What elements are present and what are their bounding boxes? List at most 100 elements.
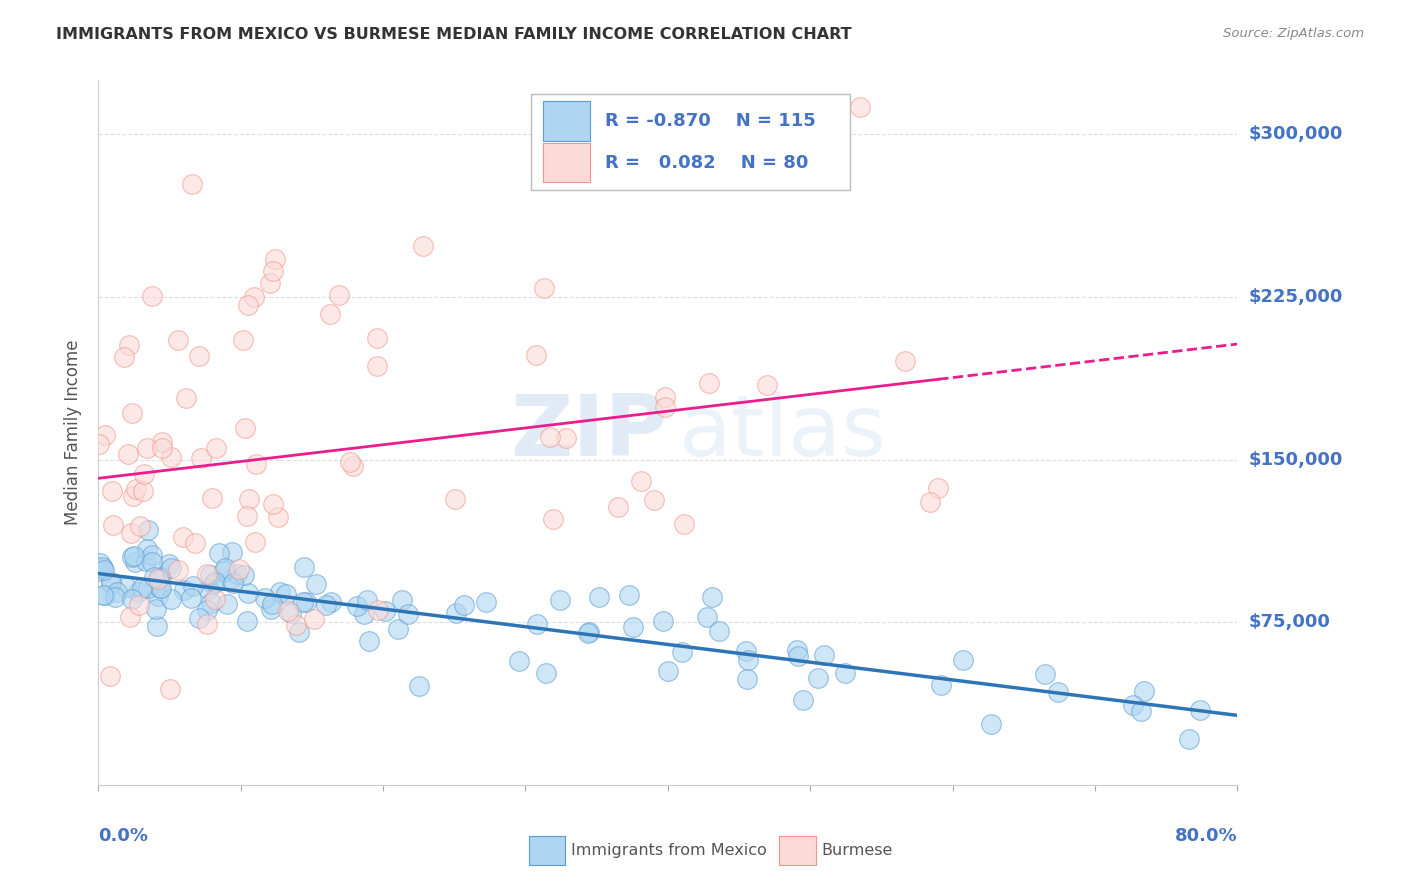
Point: [734, 644, 756, 658]
Point: [526, 616, 548, 631]
Point: [755, 377, 778, 392]
Point: [700, 590, 723, 604]
Point: [145, 602, 167, 616]
Point: [1046, 685, 1069, 699]
Point: [150, 441, 173, 455]
Point: [117, 447, 139, 461]
Point: [269, 584, 291, 599]
Point: [121, 406, 143, 420]
Point: [132, 483, 155, 498]
Point: [173, 583, 195, 598]
Point: [93, 563, 115, 577]
Point: [267, 510, 290, 524]
Point: [894, 354, 917, 368]
Point: [201, 576, 224, 591]
Point: [132, 467, 155, 481]
Point: [100, 484, 122, 499]
Point: [277, 604, 299, 618]
FancyBboxPatch shape: [529, 836, 565, 865]
Point: [1129, 704, 1152, 718]
Point: [813, 648, 835, 663]
Point: [697, 376, 720, 391]
Point: [201, 491, 224, 505]
Point: [107, 585, 129, 599]
Point: [366, 359, 388, 374]
Point: [128, 599, 150, 613]
Point: [136, 523, 159, 537]
Point: [148, 570, 170, 584]
Point: [174, 391, 197, 405]
Point: [195, 617, 218, 632]
Text: 80.0%: 80.0%: [1174, 827, 1237, 845]
Point: [259, 276, 281, 290]
Point: [228, 562, 250, 576]
Point: [136, 541, 159, 556]
Point: [146, 572, 169, 586]
Text: $150,000: $150,000: [1249, 450, 1343, 468]
Point: [242, 290, 264, 304]
Point: [221, 545, 243, 559]
Text: Burmese: Burmese: [821, 843, 893, 858]
Point: [204, 592, 226, 607]
Point: [159, 592, 181, 607]
Point: [89, 564, 111, 578]
Point: [735, 672, 758, 686]
Point: [122, 489, 145, 503]
Point: [652, 614, 675, 628]
Point: [259, 602, 281, 616]
Point: [339, 455, 361, 469]
Point: [238, 491, 260, 506]
Point: [654, 390, 676, 404]
Point: [578, 624, 600, 639]
Point: [387, 622, 409, 636]
Point: [475, 595, 498, 609]
Point: [1133, 684, 1156, 698]
Y-axis label: Median Family Income: Median Family Income: [65, 340, 83, 525]
Point: [374, 604, 396, 618]
Point: [980, 717, 1002, 731]
Point: [188, 611, 211, 625]
Text: $75,000: $75,000: [1249, 614, 1330, 632]
Point: [408, 679, 430, 693]
Point: [114, 350, 136, 364]
Point: [94, 427, 117, 442]
Point: [353, 607, 375, 621]
Point: [124, 483, 146, 497]
Point: [120, 526, 142, 541]
Point: [260, 597, 283, 611]
Point: [205, 441, 228, 455]
Point: [787, 648, 810, 663]
Point: [342, 459, 364, 474]
Point: [115, 580, 138, 594]
Point: [1122, 698, 1144, 713]
Point: [136, 582, 159, 596]
Point: [190, 450, 212, 465]
Point: [952, 653, 974, 667]
Point: [848, 99, 870, 113]
Point: [100, 576, 122, 591]
Point: [263, 252, 285, 267]
Point: [160, 561, 183, 575]
Point: [444, 491, 467, 506]
Text: $300,000: $300,000: [1249, 126, 1343, 144]
Point: [607, 500, 630, 515]
Point: [288, 624, 311, 639]
Point: [315, 598, 337, 612]
Point: [167, 563, 190, 577]
Point: [262, 263, 284, 277]
Point: [233, 420, 256, 434]
Point: [146, 618, 169, 632]
Point: [198, 568, 221, 582]
Point: [356, 592, 378, 607]
Point: [91, 588, 114, 602]
Point: [359, 634, 381, 648]
Point: [200, 596, 222, 610]
Point: [226, 566, 249, 581]
Point: [792, 692, 814, 706]
Point: [533, 281, 555, 295]
Point: [305, 577, 328, 591]
Point: [548, 592, 571, 607]
Point: [100, 574, 122, 589]
Point: [135, 554, 157, 568]
Point: [541, 512, 564, 526]
